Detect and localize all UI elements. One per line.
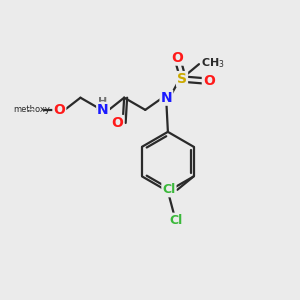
Text: N: N <box>97 103 109 117</box>
Text: methoxy: methoxy <box>14 105 50 114</box>
Text: O: O <box>53 103 65 117</box>
Text: O: O <box>172 51 184 64</box>
Text: O: O <box>203 74 215 88</box>
Text: CH$_3$: CH$_3$ <box>201 56 225 70</box>
Text: methoxy: methoxy <box>28 109 34 110</box>
Text: H: H <box>98 98 108 107</box>
Text: Cl: Cl <box>169 214 183 226</box>
Text: S: S <box>177 72 187 86</box>
Text: N: N <box>160 91 172 105</box>
Text: Cl: Cl <box>162 183 176 196</box>
Text: O: O <box>111 116 123 130</box>
